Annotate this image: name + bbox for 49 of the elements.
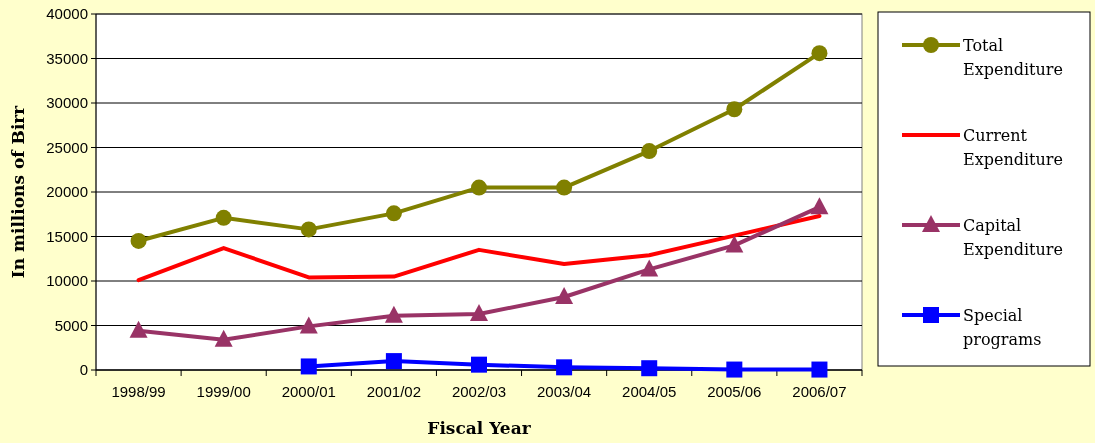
legend-label: Capital Expenditure [963, 215, 1063, 259]
point [299, 316, 318, 334]
y-tick-label: 15000 [46, 227, 88, 245]
point [641, 143, 658, 160]
point [300, 358, 317, 375]
x-tick-label: 1998/99 [111, 383, 166, 400]
x-tick-label: 2005/06 [707, 383, 762, 400]
y-tick-label: 35000 [46, 49, 88, 67]
legend-label: Total Expenditure [963, 35, 1063, 79]
point [214, 329, 233, 347]
y-axis-title: In millions of Birr [8, 104, 28, 279]
legend-label: Current Expenditure [963, 125, 1063, 169]
point [556, 179, 573, 196]
x-tick-label: 2003/04 [536, 383, 592, 400]
y-tick-label: 10000 [46, 272, 88, 290]
point [300, 221, 317, 238]
y-tick-label: 40000 [46, 5, 88, 23]
point [384, 305, 403, 323]
point [555, 287, 574, 305]
point [641, 360, 658, 377]
x-tick-label: 2001/02 [366, 383, 422, 400]
y-tick-label: 20000 [46, 183, 88, 201]
y-tick-label: 0 [79, 361, 88, 379]
y-tick-label: 25000 [46, 138, 88, 156]
legend-label: Special programs [963, 305, 1042, 349]
point [130, 232, 147, 249]
x-tick-label: 2006/07 [792, 383, 847, 400]
point [811, 361, 828, 378]
point [471, 356, 487, 373]
x-tick-label: 2000/01 [281, 383, 336, 400]
x-tick-label: 2002/03 [451, 383, 507, 400]
y-tick-label: 30000 [46, 94, 88, 112]
point [385, 205, 402, 222]
y-tick-label: 5000 [54, 316, 88, 334]
point [215, 209, 232, 226]
point [640, 259, 659, 277]
point [725, 235, 744, 253]
point [726, 361, 743, 378]
x-tick-label: 2004/05 [622, 383, 677, 400]
point [385, 353, 402, 370]
point [810, 197, 829, 215]
x-tick-label: 1999/00 [196, 383, 251, 400]
point [470, 303, 488, 321]
point [726, 101, 743, 118]
point [471, 179, 487, 196]
point [811, 45, 828, 62]
x-axis-title: Fiscal Year [427, 418, 532, 438]
point [129, 320, 148, 338]
point [556, 359, 573, 376]
